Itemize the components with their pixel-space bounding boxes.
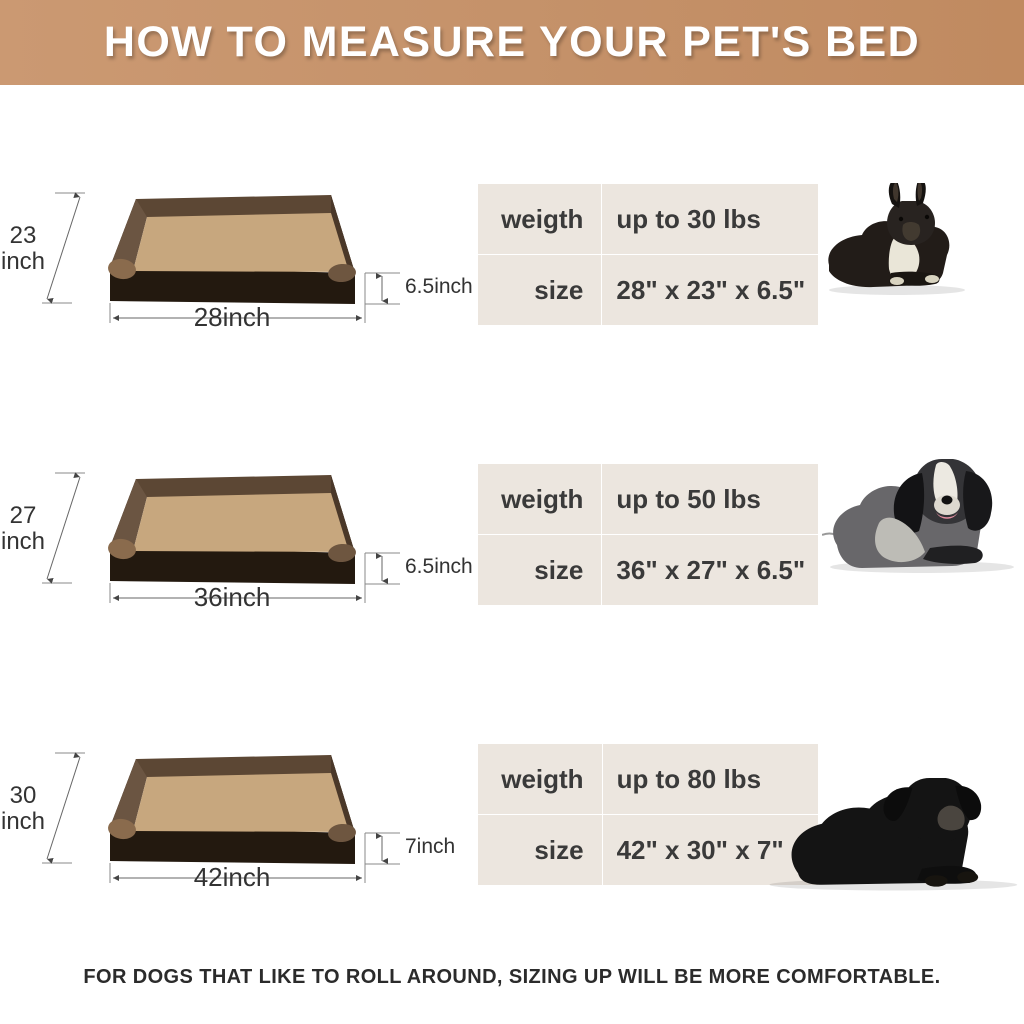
svg-text:23: 23	[10, 222, 37, 249]
svg-text:6.5inch: 6.5inch	[405, 275, 473, 298]
svg-text:30: 30	[10, 782, 37, 809]
svg-text:inch: inch	[1, 528, 45, 555]
svg-text:36inch: 36inch	[194, 582, 271, 612]
svg-text:inch: inch	[1, 248, 45, 275]
svg-text:7inch: 7inch	[405, 835, 455, 858]
svg-text:28inch: 28inch	[194, 302, 271, 332]
svg-text:6.5inch: 6.5inch	[405, 555, 473, 578]
svg-text:inch: inch	[1, 808, 45, 835]
svg-text:27: 27	[10, 502, 37, 529]
svg-text:42inch: 42inch	[194, 862, 271, 892]
